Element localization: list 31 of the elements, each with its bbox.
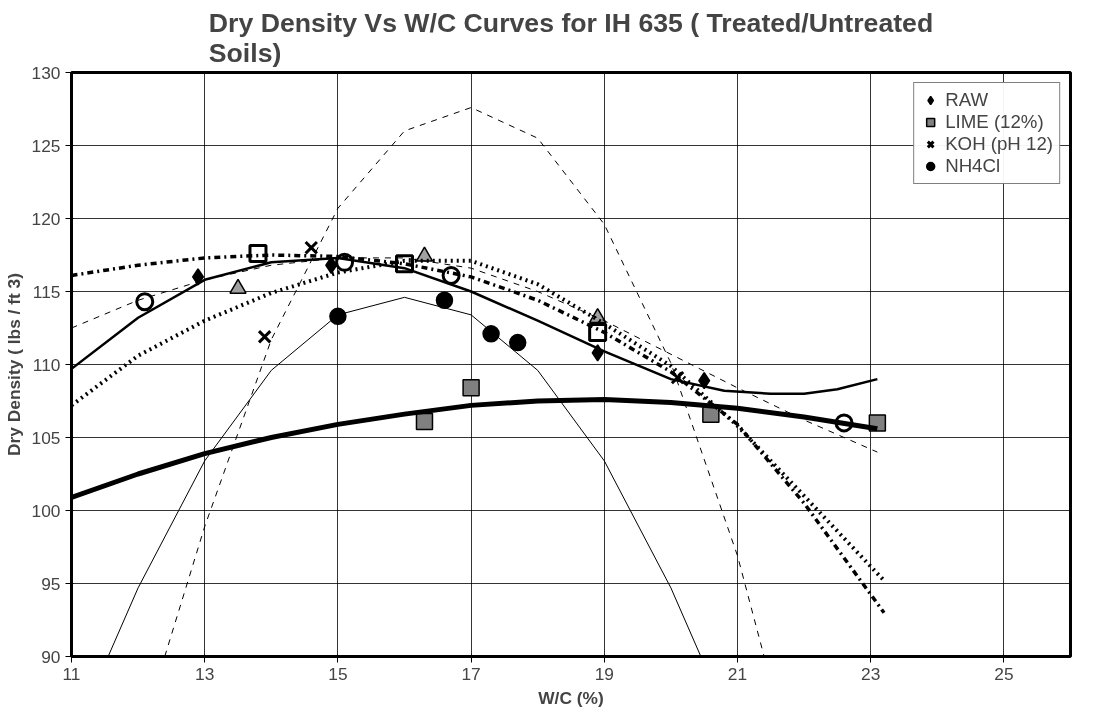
x-tick-label: 23 (861, 663, 881, 684)
point (257, 329, 272, 344)
legend-label: KOH (pH 12) (945, 133, 1053, 155)
y-tick-label: 120 (31, 208, 61, 229)
legend-label: RAW (945, 89, 989, 111)
y-tick-label: 90 (41, 646, 61, 667)
point (670, 370, 685, 385)
y-tick-label: 105 (31, 427, 61, 448)
x-tick-label: 25 (994, 663, 1014, 684)
point (508, 333, 527, 352)
y-axis-title: Dry Density ( lbs / ft 3) (3, 273, 24, 456)
chart-title: Dry Density Vs W/C Curves for IH 635 ( Treated/Untreated Soils) (208, 7, 934, 68)
y-tick-label: 115 (32, 281, 61, 302)
point (135, 292, 155, 312)
y-tick-label: 95 (41, 573, 61, 594)
x-tick-label: 15 (328, 663, 348, 684)
y-tick-label: 125 (31, 135, 61, 156)
x-tick-label: 11 (62, 663, 81, 684)
x-tick-label: 13 (195, 663, 215, 684)
x-axis-title: W/C (%) (538, 687, 604, 708)
point (435, 291, 454, 309)
y-tick-label: 100 (31, 500, 61, 521)
x-tick-label: 17 (461, 663, 481, 684)
x-tick-label: 19 (594, 663, 614, 684)
legend-label: LIME (12%) (945, 111, 1044, 133)
y-tick-label: 130 (31, 62, 61, 83)
legend-label: NH4Cl (945, 155, 1001, 177)
point (304, 240, 319, 255)
y-tick-label: 110 (32, 354, 61, 375)
x-tick-label: 21 (727, 663, 748, 684)
point (462, 379, 480, 397)
